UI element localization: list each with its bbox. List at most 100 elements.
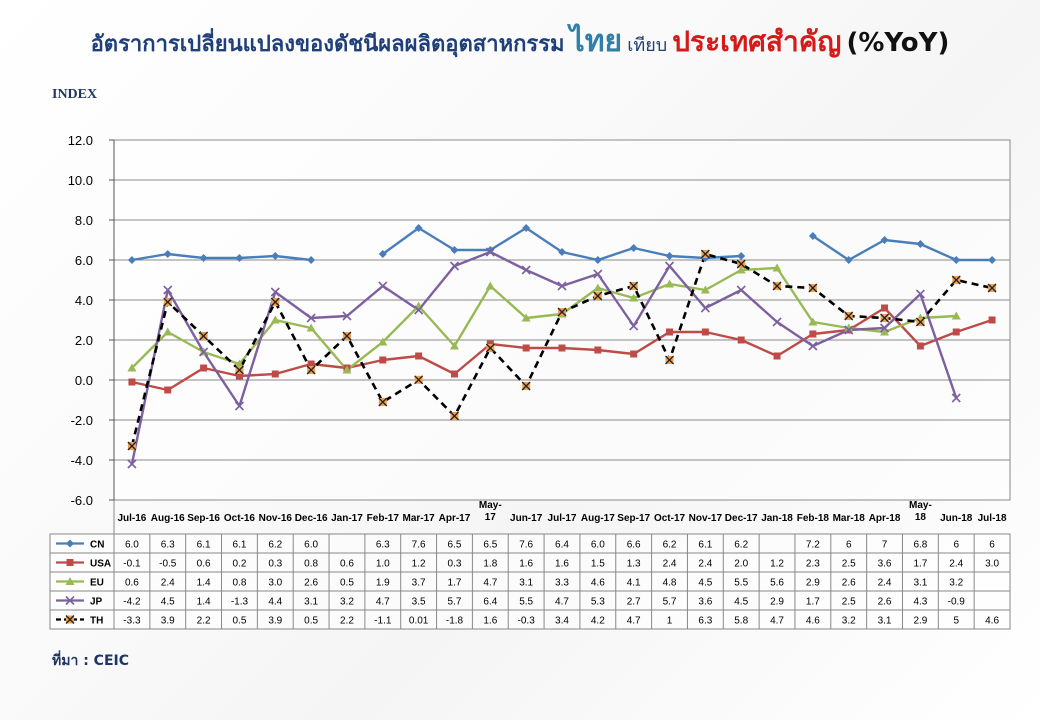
series-markers bbox=[127, 224, 997, 469]
data-label: 4.5 bbox=[734, 597, 748, 608]
data-label: 7.2 bbox=[806, 540, 820, 551]
series-line-eu bbox=[131, 266, 957, 372]
data-label: 4.7 bbox=[376, 597, 390, 608]
marker-usa bbox=[415, 352, 423, 360]
data-label: 2.9 bbox=[770, 597, 784, 608]
data-label: 3.6 bbox=[698, 597, 712, 608]
data-label: 7.6 bbox=[412, 540, 426, 551]
grid-lines bbox=[113, 139, 1011, 501]
data-label: 3.1 bbox=[913, 578, 927, 589]
data-label: 1.7 bbox=[913, 559, 927, 570]
title-part-unit: (%YoY) bbox=[846, 28, 950, 58]
marker-usa bbox=[666, 328, 674, 336]
marker-eu bbox=[665, 279, 675, 288]
data-label: 0.6 bbox=[197, 559, 211, 570]
data-label: 6.3 bbox=[161, 540, 175, 551]
marker-cn bbox=[593, 256, 602, 264]
legend-label-usa: USA bbox=[90, 559, 111, 570]
data-label: 2.0 bbox=[734, 559, 748, 570]
marker-th bbox=[915, 317, 925, 327]
data-label: 0.3 bbox=[268, 559, 282, 570]
data-label: 4.6 bbox=[806, 616, 820, 627]
data-label: 4.7 bbox=[483, 578, 497, 589]
table-row-th: TH -3.3 3.9 2.2 0.5 3.9 0.5 2.2 -1.1 0.01 -1.8 1.6 -… bbox=[56, 615, 999, 627]
y-tick-label: 12.0 bbox=[68, 133, 93, 148]
data-label: 6 bbox=[989, 540, 995, 551]
x-tick-label: May-17 bbox=[479, 500, 502, 523]
marker-usa bbox=[594, 346, 602, 354]
x-tick-label: Sep-17 bbox=[617, 513, 650, 524]
marker-usa bbox=[271, 370, 279, 378]
marker-jp bbox=[449, 261, 460, 271]
table-row-cn: CN 6.0 6.3 6.1 6.1 6.2 6.0 6.3 7.6 6.5 6.5 7.6 6.4 6.… bbox=[56, 539, 995, 551]
y-tick-label: -2.0 bbox=[71, 413, 93, 428]
data-label: -0.3 bbox=[518, 616, 536, 627]
marker-usa bbox=[128, 378, 136, 386]
marker-jp bbox=[163, 285, 173, 295]
data-label: -0.1 bbox=[123, 559, 141, 570]
legend-marker-usa bbox=[66, 559, 74, 566]
y-tick-label: 4.0 bbox=[75, 293, 93, 308]
data-label: 1.4 bbox=[197, 597, 211, 608]
data-label: 6.3 bbox=[376, 540, 390, 551]
data-label: 2.6 bbox=[304, 578, 318, 589]
table-frame bbox=[49, 533, 1011, 630]
marker-th bbox=[951, 275, 961, 285]
y-tick-label: -6.0 bbox=[71, 493, 93, 508]
marker-cn bbox=[629, 244, 638, 252]
data-label: 4.8 bbox=[663, 578, 677, 589]
marker-cn bbox=[271, 252, 280, 260]
marker-eu bbox=[521, 313, 531, 322]
data-label: 2.9 bbox=[913, 616, 927, 627]
data-label: 6.2 bbox=[268, 540, 282, 551]
marker-usa bbox=[630, 350, 638, 358]
marker-th bbox=[772, 281, 782, 291]
data-label: 2.2 bbox=[197, 616, 211, 627]
data-label: -0.9 bbox=[948, 597, 966, 608]
title-part-1: อัตราการเปลี่ยนแปลงของดัชนีผลผลิตอุตสาหก… bbox=[90, 32, 565, 57]
data-label: 6.5 bbox=[483, 540, 497, 551]
legend-marker-eu bbox=[65, 577, 75, 585]
x-tick-label: Sep-16 bbox=[187, 513, 220, 524]
marker-jp bbox=[879, 323, 890, 333]
data-label: 6.6 bbox=[627, 540, 641, 551]
marker-cn bbox=[558, 248, 566, 256]
data-label: 6.2 bbox=[663, 540, 677, 551]
x-tick-label: Oct-17 bbox=[654, 513, 686, 524]
data-label: -3.3 bbox=[123, 616, 141, 627]
x-tick-label: Apr-17 bbox=[439, 513, 471, 524]
data-label: 5.5 bbox=[734, 578, 748, 589]
data-label: 4.3 bbox=[913, 597, 927, 608]
data-label: 0.2 bbox=[232, 559, 246, 570]
marker-usa bbox=[916, 342, 924, 350]
table-row-usa: USA -0.1 -0.5 0.6 0.2 0.3 0.8 0.6 1.0 1.2 0.3 1.8 1.… bbox=[56, 559, 999, 570]
data-label: 2.4 bbox=[161, 578, 175, 589]
data-label: 2.7 bbox=[627, 597, 641, 608]
data-label: 3.3 bbox=[555, 578, 569, 589]
data-label: 6.1 bbox=[698, 540, 712, 551]
data-table: CN 6.0 6.3 6.1 6.1 6.2 6.0 6.3 7.6 6.5 6.5 7.6 6.4 6.… bbox=[49, 500, 1011, 630]
marker-usa bbox=[881, 304, 889, 312]
data-label: 6.4 bbox=[555, 540, 569, 551]
marker-th bbox=[808, 283, 818, 293]
title-part-compare: เทียบ bbox=[627, 35, 668, 56]
data-label: 0.6 bbox=[340, 559, 354, 570]
marker-cn bbox=[844, 256, 853, 264]
marker-cn bbox=[235, 254, 244, 262]
marker-usa bbox=[200, 364, 208, 372]
data-label: 6.2 bbox=[734, 540, 748, 551]
data-label: 4.6 bbox=[591, 578, 605, 589]
data-label: 1.4 bbox=[197, 578, 211, 589]
x-tick-label: Feb-17 bbox=[367, 513, 400, 524]
marker-usa bbox=[450, 370, 458, 378]
x-axis: Jul-16 Aug-16 Sep-16 Oct-16 Nov-16 Dec-16 Jan-… bbox=[117, 500, 1006, 524]
data-label: 1.7 bbox=[448, 578, 462, 589]
marker-jp bbox=[629, 321, 639, 331]
data-label: 5.5 bbox=[519, 597, 533, 608]
marker-jp bbox=[915, 289, 925, 299]
marker-eu bbox=[629, 293, 639, 302]
marker-eu bbox=[593, 283, 603, 292]
marker-cn bbox=[307, 256, 316, 264]
marker-cn bbox=[988, 256, 997, 264]
marker-usa bbox=[701, 328, 709, 336]
